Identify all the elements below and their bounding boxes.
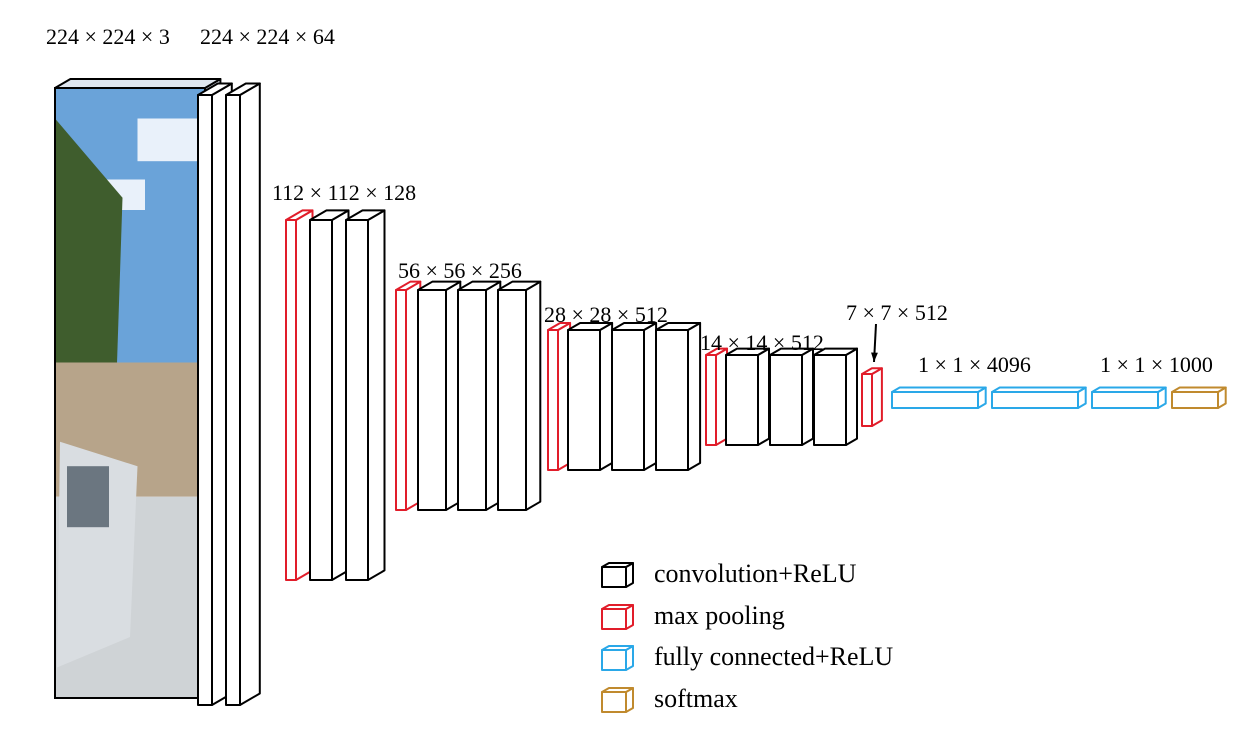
dim-label: 7 × 7 × 512 — [846, 300, 948, 326]
pool-swatch-icon — [600, 599, 642, 633]
fc-swatch-icon — [600, 640, 642, 674]
vgg-architecture-diagram: 224 × 224 × 3 224 × 224 × 64 112 × 112 × 1… — [0, 0, 1251, 746]
dim-label: 112 × 112 × 128 — [272, 180, 416, 206]
soft-swatch-icon — [600, 682, 642, 716]
dim-label: 224 × 224 × 3 — [46, 24, 170, 50]
legend-row: softmax — [600, 680, 893, 718]
dim-label: 14 × 14 × 512 — [700, 330, 824, 356]
legend-label: softmax — [654, 680, 738, 718]
legend: convolution+ReLU max poolingfully connect… — [600, 555, 893, 722]
legend-row: fully connected+ReLU — [600, 638, 893, 676]
legend-row: max pooling — [600, 597, 893, 635]
dim-label: 56 × 56 × 256 — [398, 258, 522, 284]
legend-row: convolution+ReLU — [600, 555, 893, 593]
legend-label: convolution+ReLU — [654, 555, 856, 593]
legend-label: max pooling — [654, 597, 785, 635]
dim-label: 28 × 28 × 512 — [544, 302, 668, 328]
dim-label: 1 × 1 × 4096 — [918, 352, 1031, 378]
dim-label: 1 × 1 × 1000 — [1100, 352, 1213, 378]
legend-label: fully connected+ReLU — [654, 638, 893, 676]
conv-swatch-icon — [600, 557, 642, 591]
dim-label: 224 × 224 × 64 — [200, 24, 335, 50]
